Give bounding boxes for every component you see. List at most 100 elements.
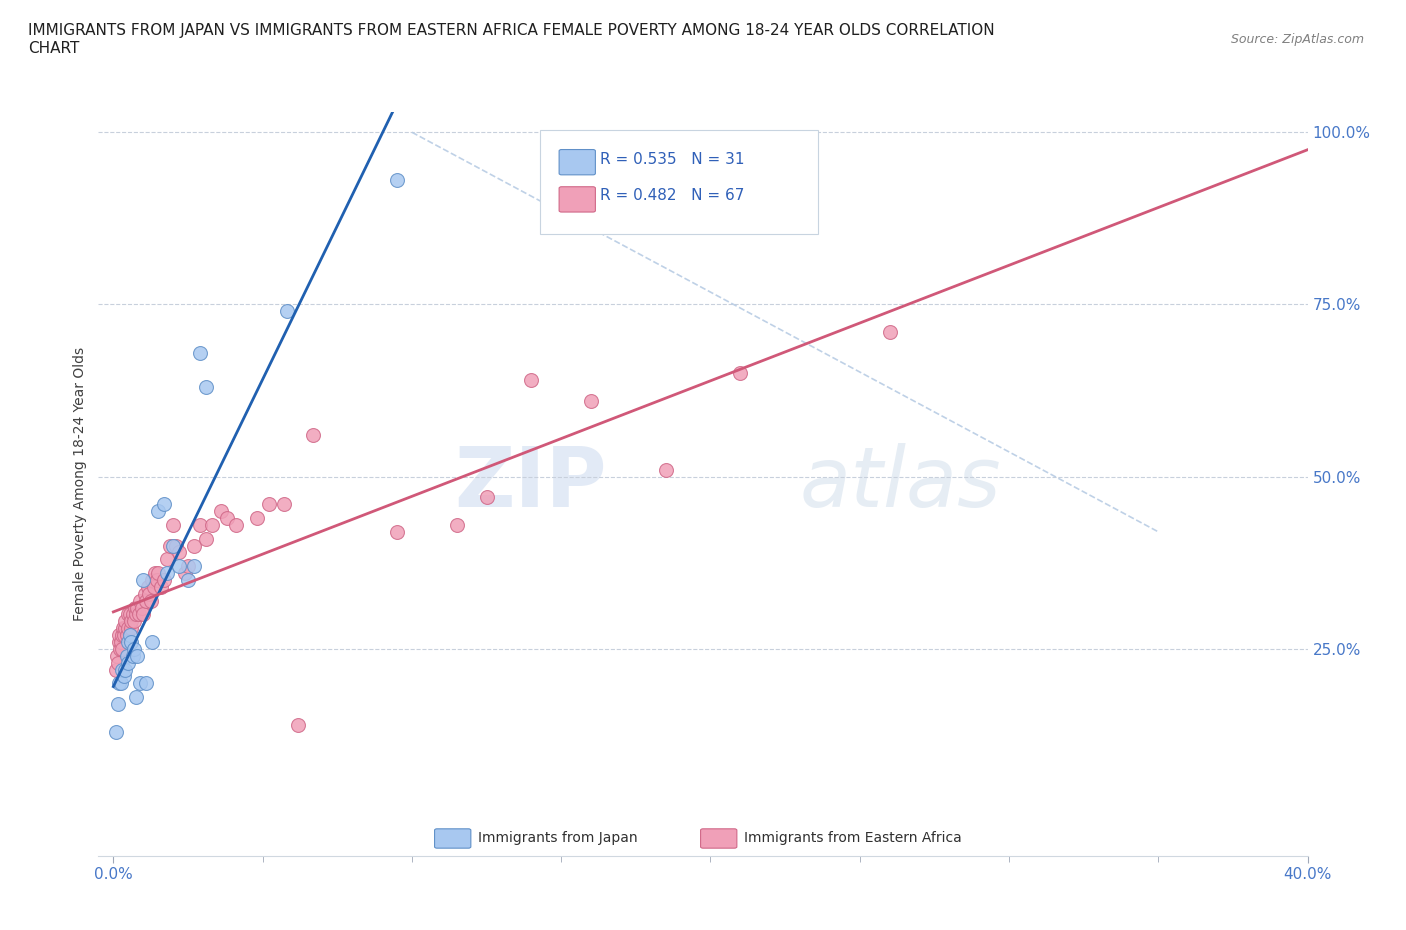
Point <box>117 607 139 622</box>
Point <box>201 517 224 532</box>
Point <box>120 634 142 649</box>
Point <box>225 517 247 532</box>
Point <box>108 676 131 691</box>
Text: R = 0.535   N = 31: R = 0.535 N = 31 <box>600 153 745 167</box>
Point <box>111 662 134 677</box>
Point <box>183 559 205 574</box>
Point <box>124 600 146 615</box>
Point <box>146 565 169 580</box>
Y-axis label: Female Poverty Among 18-24 Year Olds: Female Poverty Among 18-24 Year Olds <box>73 347 87 620</box>
Text: R = 0.482   N = 67: R = 0.482 N = 67 <box>600 188 745 203</box>
Point <box>107 697 129 711</box>
Text: Immigrants from Eastern Africa: Immigrants from Eastern Africa <box>744 831 962 845</box>
Point <box>110 634 132 649</box>
Point <box>385 525 408 539</box>
Point <box>257 497 280 512</box>
Point <box>117 634 139 649</box>
Point <box>121 607 143 622</box>
Point <box>132 573 155 588</box>
Point <box>188 345 211 360</box>
Point <box>122 642 145 657</box>
Point <box>879 325 901 339</box>
Point <box>276 304 298 319</box>
Point <box>121 648 143 663</box>
Point <box>153 497 176 512</box>
Point <box>117 621 139 636</box>
Point <box>134 587 156 602</box>
Point <box>117 656 139 671</box>
Point <box>111 621 134 636</box>
Point <box>138 587 160 602</box>
Point <box>114 614 136 629</box>
Point <box>129 593 152 608</box>
Point <box>132 607 155 622</box>
Point <box>129 676 152 691</box>
Point <box>159 538 181 553</box>
Point <box>167 545 190 560</box>
Point <box>153 573 176 588</box>
Point <box>475 490 498 505</box>
Point <box>110 676 132 691</box>
Point <box>120 621 142 636</box>
FancyBboxPatch shape <box>700 829 737 848</box>
Point <box>112 669 135 684</box>
Point <box>146 504 169 519</box>
Point <box>141 634 163 649</box>
Point <box>112 628 135 643</box>
Point <box>287 717 309 732</box>
Point <box>162 538 184 553</box>
Point <box>107 656 129 671</box>
Point <box>136 579 159 594</box>
Text: Immigrants from Japan: Immigrants from Japan <box>478 831 638 845</box>
FancyBboxPatch shape <box>560 187 595 212</box>
Point <box>156 551 179 566</box>
Point <box>174 565 197 580</box>
Point <box>215 511 238 525</box>
Point <box>105 648 128 663</box>
Point <box>167 559 190 574</box>
Point <box>654 462 676 477</box>
Point <box>385 173 408 188</box>
Point <box>139 593 162 608</box>
Point <box>114 621 136 636</box>
Point <box>111 628 134 643</box>
Point <box>156 565 179 580</box>
Point <box>183 538 205 553</box>
Point <box>131 600 153 615</box>
Point <box>120 614 142 629</box>
Point <box>145 573 167 588</box>
Point <box>141 573 163 588</box>
Text: Source: ZipAtlas.com: Source: ZipAtlas.com <box>1230 33 1364 46</box>
Point <box>302 428 325 443</box>
Point <box>105 724 128 739</box>
Point <box>122 614 145 629</box>
Point <box>162 517 184 532</box>
Point <box>135 676 157 691</box>
Point <box>118 628 141 643</box>
Point <box>194 531 217 546</box>
Text: atlas: atlas <box>800 443 1001 525</box>
Point <box>107 634 129 649</box>
Point <box>128 607 150 622</box>
Point <box>165 538 187 553</box>
Point <box>142 579 165 594</box>
Point <box>150 579 173 594</box>
Point <box>143 565 166 580</box>
Point <box>209 504 232 519</box>
Point <box>446 517 468 532</box>
Text: IMMIGRANTS FROM JAPAN VS IMMIGRANTS FROM EASTERN AFRICA FEMALE POVERTY AMONG 18-: IMMIGRANTS FROM JAPAN VS IMMIGRANTS FROM… <box>28 23 995 56</box>
Point <box>273 497 295 512</box>
Point <box>177 573 200 588</box>
Point <box>105 662 128 677</box>
Point <box>127 600 149 615</box>
Point <box>127 648 149 663</box>
Point <box>115 648 138 663</box>
Point <box>108 628 131 643</box>
FancyBboxPatch shape <box>540 130 818 234</box>
Point <box>520 373 543 388</box>
Point <box>111 642 134 657</box>
Point <box>730 365 752 380</box>
Point <box>125 690 148 705</box>
Point <box>114 662 136 677</box>
Point <box>246 511 269 525</box>
